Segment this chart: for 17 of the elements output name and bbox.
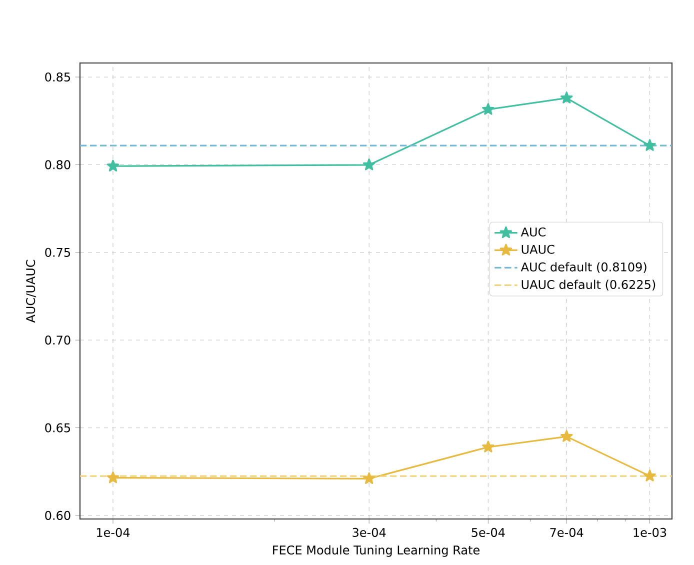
y-tick-label: 0.60 [45,510,70,520]
x-tick-label: 5e-04 [472,528,505,537]
y-tick-label: 0.65 [45,423,70,432]
y-tick-label: 0.85 [45,72,70,82]
x-tick-label: 7e-04 [550,528,584,537]
y-tick-label: 0.70 [45,336,70,345]
legend-label: AUC default (0.8109) [520,262,646,273]
y-tick-label: 0.75 [45,248,70,257]
legend-label: AUC [520,227,546,237]
x-axis-title: FECE Module Tuning Learning Rate [273,545,480,557]
y-axis-title: AUC/UAUC [26,260,36,323]
y-tick-label: 0.80 [45,160,70,170]
x-tick-label: 1e-04 [96,528,130,537]
x-tick-label: 1e-03 [634,528,666,537]
legend-label: UAUC default (0.6225) [522,280,656,290]
x-tick-label: 3e-04 [352,528,386,537]
legend-label: UAUC [522,244,554,254]
